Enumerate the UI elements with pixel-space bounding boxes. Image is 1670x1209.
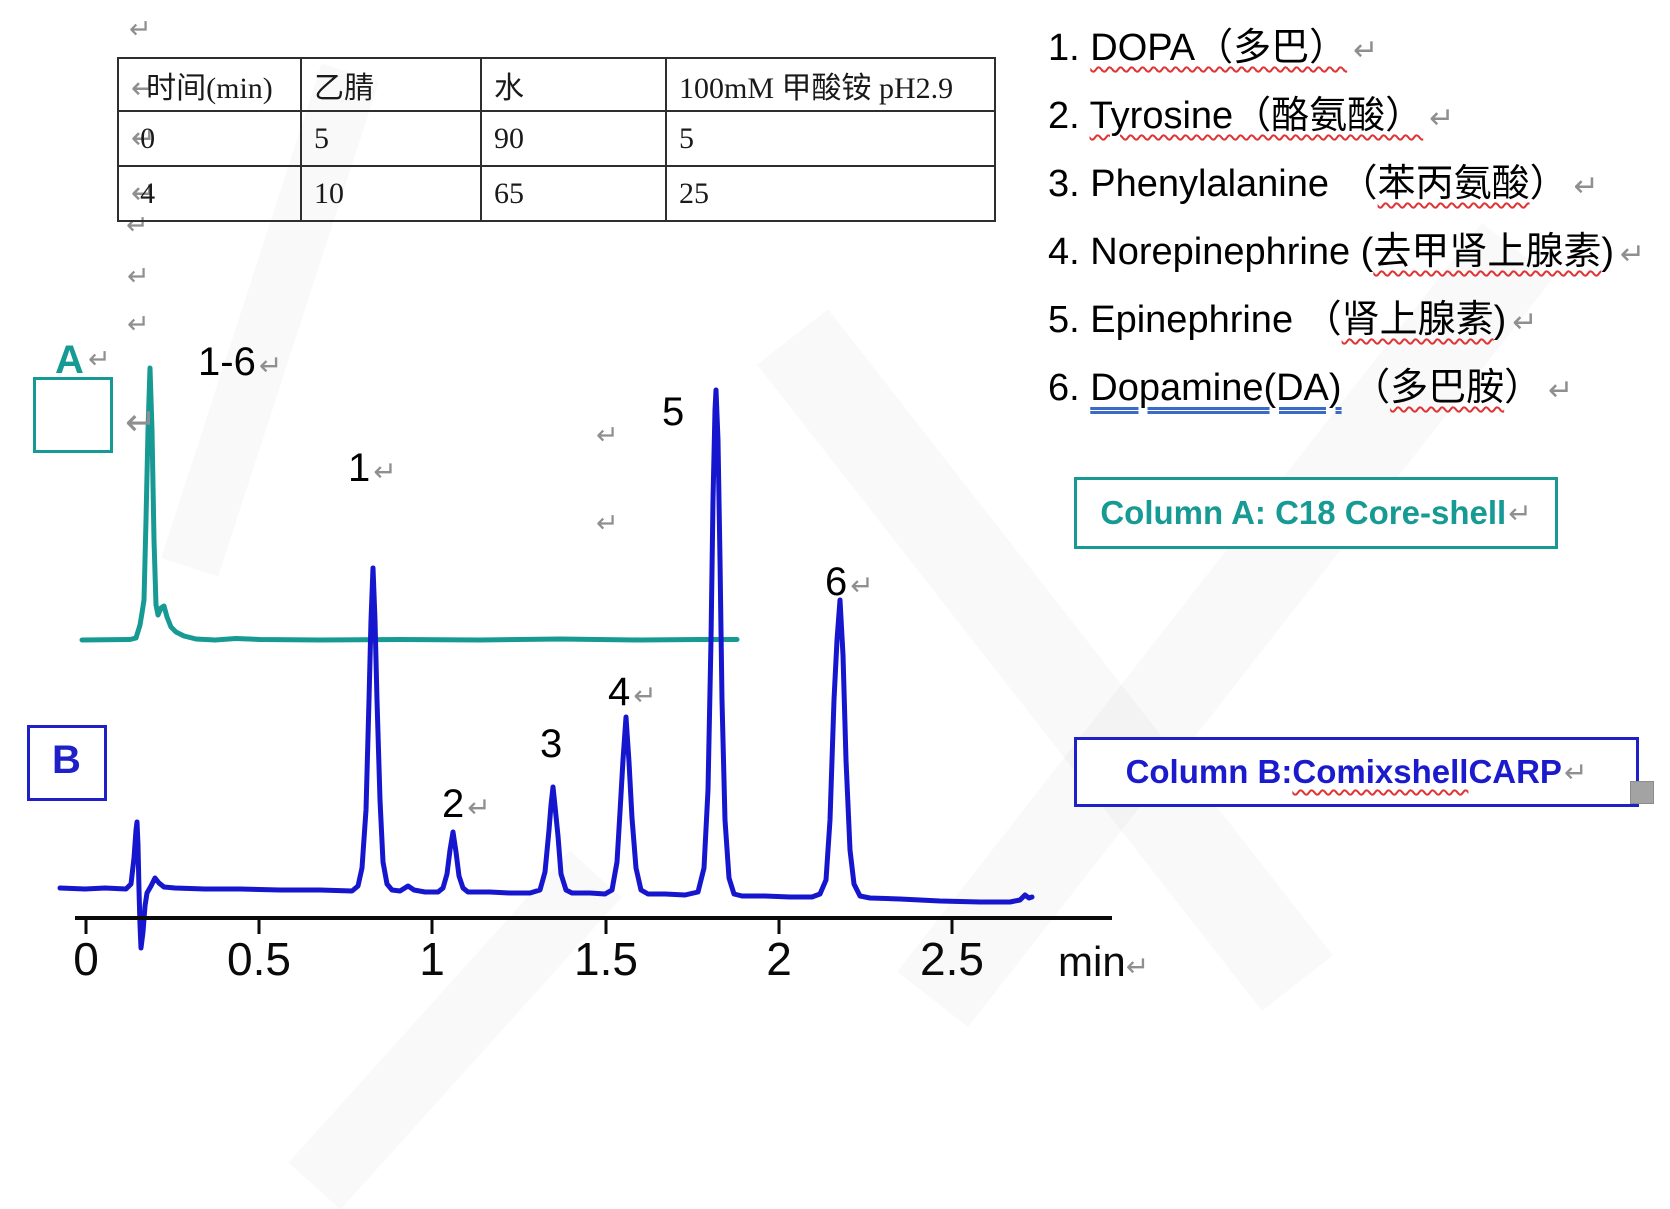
marker-label-b: B [52, 738, 81, 782]
table-row: ↵0 5 90 5 [117, 110, 996, 167]
pilcrow-icon: ↵ [1508, 496, 1532, 530]
pilcrow-icon: ↵ [1353, 33, 1379, 68]
trace-column-a [79, 365, 740, 643]
pilcrow-icon: ↵ [850, 569, 874, 602]
column-b-label-prefix: Column B: [1125, 753, 1293, 790]
table-cell: 25 [665, 165, 996, 222]
table-cell: ↵0 [117, 110, 302, 167]
peak-label-2: 2 ↵ [442, 782, 491, 826]
pilcrow-icon: ↵ [633, 679, 657, 712]
pilcrow-icon: ↵ [596, 508, 619, 539]
table-header-cell: 乙腈 [300, 57, 482, 112]
pilcrow-icon: ↵ [596, 420, 619, 451]
gradient-table: ↵时间(min) 乙腈 水 100mM 甲酸铵 pH2.9 ↵0 5 90 5 … [117, 57, 996, 222]
table-cell: 10 [300, 165, 482, 222]
pilcrow-icon: ↵ [467, 791, 491, 824]
list-item-number: 4. [1048, 231, 1091, 273]
column-a-label: Column A: C18 Core-shell [1100, 494, 1507, 531]
x-tick-label: 0 [73, 933, 99, 985]
pilcrow-icon: ↵ [1573, 169, 1599, 204]
list-item-number: 5. [1048, 299, 1091, 341]
list-item: 2. Tyrosine（酪氨酸） ↵ [1048, 95, 1455, 137]
table-row: ↵4 10 65 25 [117, 165, 996, 222]
marker-box-a [33, 377, 113, 453]
table-header-row: ↵时间(min) 乙腈 水 100mM 甲酸铵 pH2.9 [117, 57, 996, 112]
table-header-cell: ↵时间(min) [117, 57, 302, 112]
pilcrow-icon: ↵ [1548, 373, 1574, 408]
marker-box-b [27, 725, 107, 801]
x-tick-label: 2.5 [920, 933, 984, 985]
list-item-number: 6. [1048, 367, 1091, 409]
list-item: 5. Epinephrine （肾上腺素) ↵ [1048, 299, 1538, 341]
table-cell: 5 [665, 110, 996, 167]
marker-label-a: A [55, 338, 84, 382]
pilcrow-icon: ↵ [258, 349, 283, 382]
pilcrow-icon: ↵ [131, 70, 157, 106]
x-tick-label: 2 [766, 933, 792, 985]
pilcrow-icon: ↵ [1512, 305, 1538, 340]
column-b-label-suffix: CARP [1468, 753, 1562, 790]
list-item: 3. Phenylalanine （苯丙氨酸） ↵ [1048, 163, 1599, 205]
x-axis-ticks [84, 918, 954, 934]
table-cell: 65 [480, 165, 667, 222]
pilcrow-icon: ↵ [131, 176, 157, 211]
peak-label-1: 1 ↵ [348, 446, 397, 490]
list-item: 1. DOPA（多巴） ↵ [1048, 27, 1379, 69]
pilcrow-icon: ↵ [127, 309, 150, 340]
table-header-cell: 水 [480, 57, 667, 112]
trace-column-b [57, 387, 1035, 951]
pilcrow-icon: ↵ [1429, 101, 1455, 136]
chromatogram-plot [57, 365, 1112, 951]
pilcrow-icon: ↵ [125, 400, 157, 444]
pilcrow-icon: ↵ [373, 455, 397, 488]
pilcrow-icon: ↵ [131, 121, 157, 156]
document-page: { "glyphs": { "pilcrow": "↵" }, "gradien… [27, 14, 1654, 985]
column-a-label-box: Column A: C18 Core-shell ↵ [1074, 477, 1558, 549]
list-item-number: 2. [1048, 95, 1090, 137]
peak-label-6: 6 ↵ [825, 560, 874, 604]
pilcrow-icon: ↵ [88, 344, 111, 375]
table-cell: 5 [300, 110, 482, 167]
x-tick-label: 0.5 [227, 933, 291, 985]
column-b-label-name: Comixshell [1292, 753, 1469, 790]
list-item-number: 1. [1048, 27, 1091, 69]
table-cell: ↵4 [117, 165, 302, 222]
peak-label-a-1-6: 1-6 ↵ [198, 340, 283, 384]
peak-label-3: 3 [540, 722, 563, 766]
x-axis-unit-label: min↵ [1058, 938, 1150, 985]
pilcrow-icon: ↵ [127, 261, 150, 292]
column-b-label-box: Column B: Comixshell CARP ↵ [1074, 737, 1639, 807]
resize-handle[interactable] [1630, 781, 1654, 804]
pilcrow-icon: ↵ [1125, 950, 1150, 983]
list-item-number: 3. [1048, 163, 1091, 205]
list-item: 4. Norepinephrine (去甲肾上腺素) ↵ [1048, 231, 1646, 273]
list-item: 6. Dopamine(DA) （多巴胺） ↵ [1048, 367, 1574, 409]
pilcrow-icon: ↵ [1619, 237, 1646, 272]
table-cell: 90 [480, 110, 667, 167]
peak-label-4: 4 ↵ [608, 670, 657, 714]
pilcrow-icon: ↵ [1563, 755, 1588, 789]
peak-label-5: 5 [662, 390, 685, 434]
x-tick-label: 1.5 [574, 933, 638, 985]
x-tick-label: 1 [419, 933, 445, 985]
table-header-cell: 100mM 甲酸铵 pH2.9 [665, 57, 996, 112]
compound-list: 1. DOPA（多巴） ↵ 2. Tyrosine（酪氨酸） ↵ 3. Phenyl… [1048, 14, 1645, 422]
pilcrow-icon: ↵ [129, 14, 152, 45]
